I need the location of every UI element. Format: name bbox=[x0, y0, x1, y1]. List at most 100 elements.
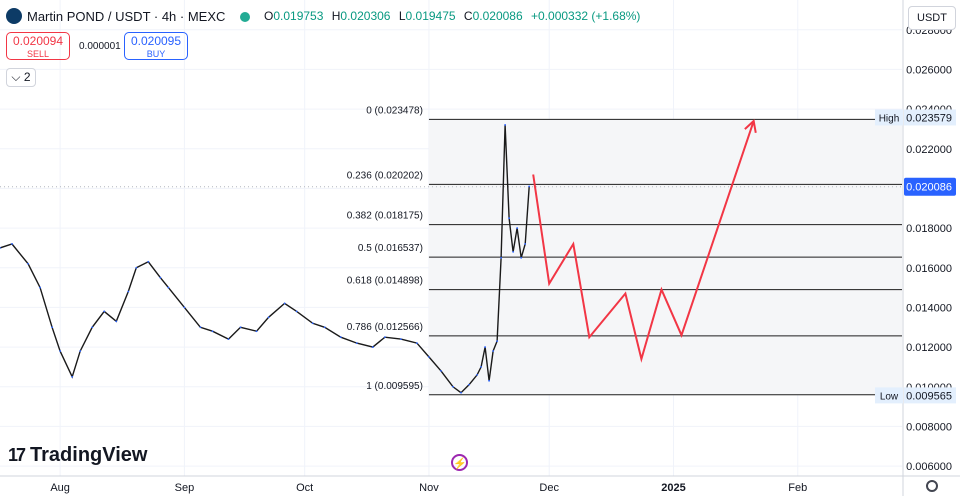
price-point bbox=[323, 326, 326, 329]
brand-name: TradingView bbox=[30, 444, 148, 466]
x-tick-label: 2025 bbox=[661, 482, 685, 494]
price-point bbox=[267, 316, 270, 319]
low-tag-label: Low bbox=[880, 391, 899, 402]
price-series-line bbox=[0, 124, 530, 394]
price-point bbox=[468, 383, 470, 386]
price-point bbox=[452, 385, 454, 388]
price-point bbox=[51, 326, 54, 329]
price-point bbox=[79, 350, 82, 352]
sell-label: SELL bbox=[26, 49, 50, 59]
y-tick-label: 0.006000 bbox=[906, 461, 952, 473]
price-change: +0.000332 (+1.68%) bbox=[531, 9, 641, 23]
x-tick-label: Feb bbox=[788, 482, 807, 494]
symbol-title: Martin POND / USDT · 4h · MEXC bbox=[27, 8, 226, 24]
price-point bbox=[283, 302, 286, 305]
price-point bbox=[355, 342, 358, 345]
fib-level-label: 0.618 (0.014898) bbox=[347, 276, 423, 287]
x-tick-label: Dec bbox=[539, 482, 559, 494]
price-point bbox=[488, 379, 490, 382]
low-tag-bg bbox=[875, 387, 903, 404]
last-price-label: 0.020086 bbox=[906, 182, 952, 194]
price-point bbox=[199, 326, 202, 329]
fib-level-label: 0 (0.023478) bbox=[366, 105, 423, 116]
price-point bbox=[508, 217, 511, 220]
price-point bbox=[460, 391, 462, 394]
price-point bbox=[71, 375, 74, 378]
price-point bbox=[383, 336, 386, 339]
buy-label: BUY bbox=[146, 49, 166, 59]
price-point bbox=[504, 124, 507, 126]
sell-button[interactable]: 0.020094 SELL bbox=[6, 32, 70, 60]
price-point bbox=[492, 350, 494, 352]
price-point bbox=[528, 185, 531, 188]
symbol-header[interactable]: Martin POND / USDT · 4h · MEXC bbox=[6, 6, 225, 26]
price-point bbox=[167, 286, 170, 289]
price-point bbox=[516, 227, 519, 229]
price-point bbox=[115, 320, 118, 323]
last-price-badge bbox=[904, 177, 956, 196]
price-point bbox=[91, 326, 94, 329]
price-point bbox=[416, 342, 418, 345]
lightning-icon[interactable]: ⚡ bbox=[451, 454, 468, 471]
price-point bbox=[295, 310, 298, 313]
fib-level-label: 0.382 (0.018175) bbox=[347, 211, 423, 222]
high-value-bg bbox=[904, 109, 956, 126]
x-tick-label: Oct bbox=[296, 482, 313, 494]
y-tick-label: 0.014000 bbox=[906, 302, 952, 314]
price-point bbox=[39, 286, 41, 289]
coin-logo-icon bbox=[6, 8, 22, 24]
price-point bbox=[512, 250, 515, 253]
y-tick-label: 0.026000 bbox=[906, 64, 952, 76]
low-value-bg bbox=[904, 387, 956, 404]
price-point bbox=[159, 276, 162, 279]
market-open-icon bbox=[240, 12, 250, 22]
price-point bbox=[480, 366, 482, 368]
price-point bbox=[484, 346, 486, 348]
price-point bbox=[520, 256, 523, 259]
price-point bbox=[147, 260, 150, 263]
price-point bbox=[11, 243, 13, 245]
fib-level-label: 1 (0.009595) bbox=[366, 381, 423, 392]
x-tick-label: Aug bbox=[50, 482, 70, 494]
price-point bbox=[371, 346, 374, 348]
price-point bbox=[227, 338, 230, 341]
price-point bbox=[476, 373, 478, 376]
settings-icon[interactable] bbox=[926, 480, 938, 492]
indicators-toggle[interactable]: ⌵ 2 bbox=[6, 68, 36, 87]
buy-button[interactable]: 0.020095 BUY bbox=[124, 32, 188, 60]
price-point bbox=[103, 310, 106, 313]
price-point bbox=[135, 266, 138, 269]
fib-level-label: 0.786 (0.012566) bbox=[347, 322, 423, 333]
x-tick-label: Sep bbox=[175, 482, 195, 494]
price-point bbox=[524, 243, 527, 245]
y-tick-label: 0.008000 bbox=[906, 421, 952, 433]
price-point bbox=[239, 326, 242, 329]
currency-selector[interactable]: USDT bbox=[908, 6, 956, 30]
chevron-down-icon: ⌵ bbox=[11, 70, 21, 84]
price-point bbox=[255, 330, 258, 333]
price-point bbox=[0, 247, 1, 249]
price-point bbox=[311, 322, 314, 325]
price-point bbox=[339, 336, 342, 339]
price-point bbox=[59, 350, 62, 352]
price-point bbox=[500, 256, 503, 259]
price-point bbox=[428, 356, 430, 358]
price-point bbox=[127, 290, 130, 293]
projection-path bbox=[532, 120, 755, 363]
y-tick-label: 0.022000 bbox=[906, 144, 952, 156]
high-value-label: 0.023579 bbox=[906, 112, 952, 124]
tradingview-logo[interactable]: 17 TradingView bbox=[8, 444, 147, 467]
ohlc-readout: O0.019753 H0.020306 L0.019475 C0.020086 … bbox=[264, 9, 641, 23]
y-tick-label: 0.012000 bbox=[906, 342, 952, 354]
high-tag-bg bbox=[875, 109, 903, 126]
fib-level-label: 0.236 (0.020202) bbox=[347, 170, 423, 181]
tradingview-mark-icon: 17 bbox=[8, 445, 26, 465]
buy-price: 0.020095 bbox=[130, 34, 182, 48]
x-tick-label: Nov bbox=[419, 482, 439, 494]
price-point bbox=[183, 306, 186, 309]
fib-level-label: 0.5 (0.016537) bbox=[358, 243, 423, 254]
price-point bbox=[27, 262, 29, 265]
price-point bbox=[440, 369, 442, 372]
y-tick-label: 0.018000 bbox=[906, 223, 952, 235]
